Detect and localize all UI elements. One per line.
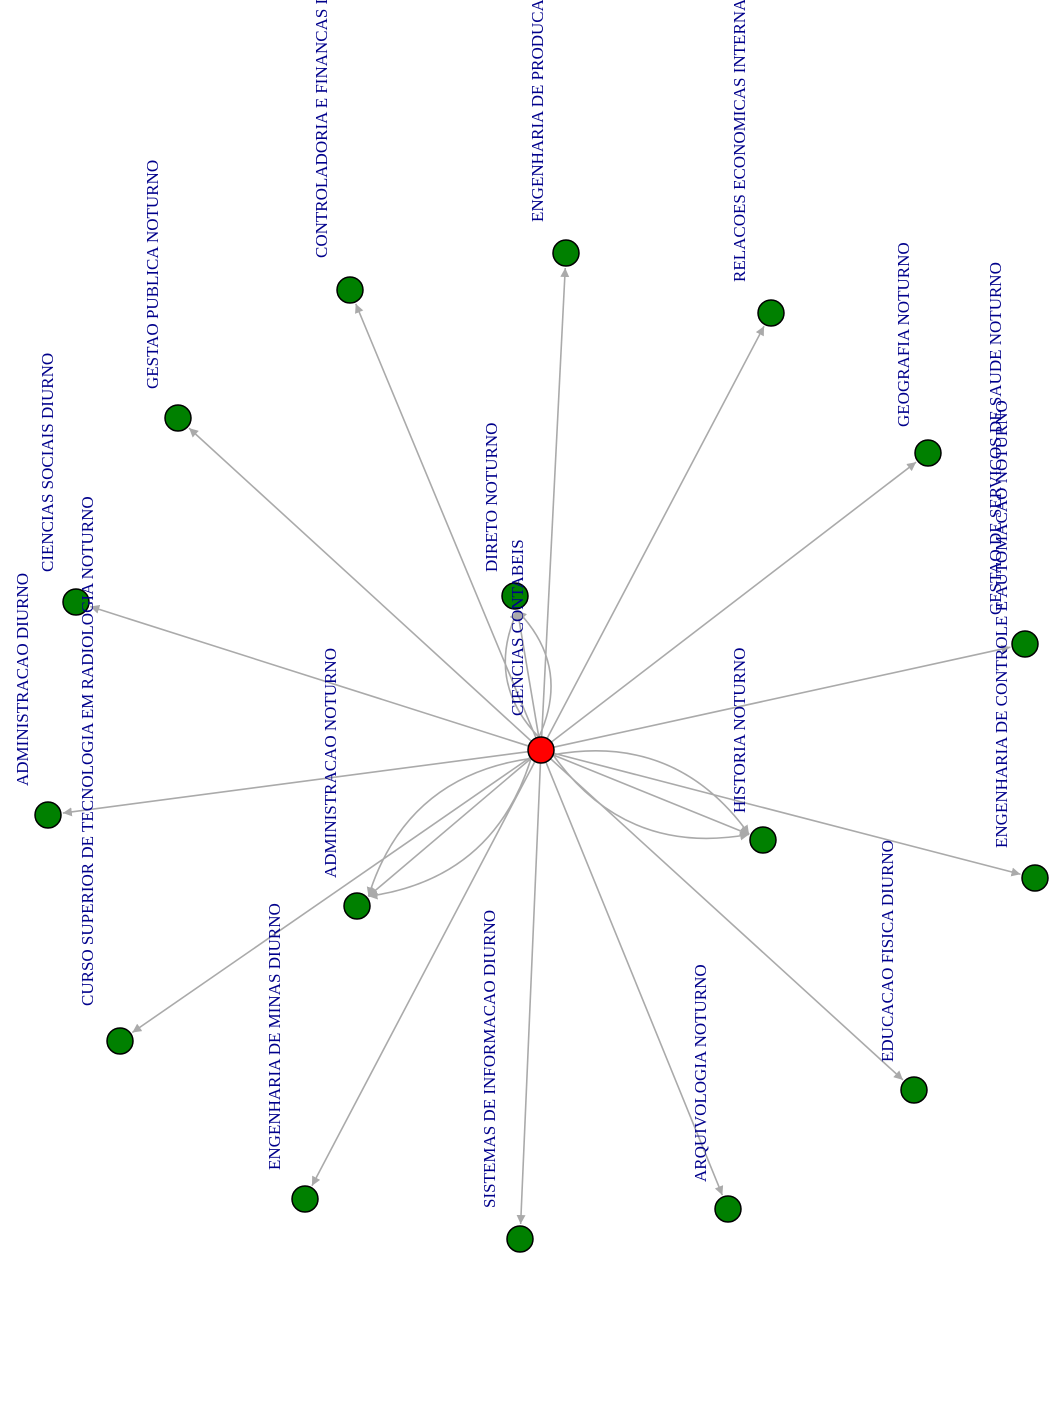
label-relec: RELACOES ECONOMICAS INTERNACIONAIS NOTUR… [730,0,749,282]
node-relec[interactable] [757,299,785,327]
edge-admn-2 [367,757,532,897]
node-center[interactable] [527,736,555,764]
labels-layer: DIRETO NOTURNO CONTROLADORIA E FINANCAS D… [13,0,1011,1208]
edge-contr [355,303,537,739]
edge-geo [550,461,917,743]
label-arq: ARQUIVOLOGIA NOTURNO [691,964,710,1182]
edge-arq [545,761,724,1196]
node-minas[interactable] [291,1185,319,1213]
nodes-layer [34,239,1049,1253]
node-gestpub[interactable] [164,404,192,432]
label-admd: ADMINISTRACAO DIURNO [13,573,32,786]
node-admn[interactable] [343,892,371,920]
node-engprod[interactable] [552,239,580,267]
node-radio[interactable] [106,1027,134,1055]
label-gss: GESTAO DE SERVICOS DE SAUDE NOTURNO [986,262,1005,615]
edge-direito-3 [516,610,552,738]
edge-direito-1 [504,610,540,738]
label-csoc: CIENCIAS SOCIAIS DIURNO [38,353,57,572]
node-direito[interactable] [501,582,529,610]
label-engprod: ENGENHARIA DE PRODUCAO DIURNO [528,0,547,222]
node-geo[interactable] [914,439,942,467]
edges-layer [62,267,1021,1225]
node-arq[interactable] [714,1195,742,1223]
label-edfis: EDUCACAO FISICA DIURNO [878,840,897,1062]
node-contr[interactable] [336,276,364,304]
label-contr: CONTROLADORIA E FINANCAS DIURNO [312,0,331,258]
edge-admn-1 [368,758,532,900]
edge-minas [311,761,536,1187]
node-engca[interactable] [1021,864,1049,892]
label-gestpub: GESTAO PUBLICA NOTURNO [143,160,162,389]
label-engca: ENGENHARIA DE CONTROLE E AUTOMACAO NOTUR… [992,400,1011,848]
edge-si [516,762,542,1225]
edge-radio [131,756,531,1034]
node-csoc[interactable] [62,588,90,616]
edge-engca [553,752,1021,877]
edge-relec [546,325,765,739]
edge-admd [62,750,529,817]
edge-edfis [550,758,904,1081]
edge-gestpub [188,427,532,742]
label-minas: ENGENHARIA DE MINAS DIURNO [265,903,284,1170]
edge-hist-1 [552,750,750,835]
edge-csoc [90,604,529,747]
node-si[interactable] [506,1225,534,1253]
label-admn: ADMINISTRACAO NOTURNO [321,648,340,878]
node-admd[interactable] [34,801,62,829]
edge-hist-2 [552,754,750,836]
label-direito: DIRETO NOTURNO [482,423,501,572]
label-center: CIENCIAS CONTABEIS [508,539,527,716]
node-edfis[interactable] [900,1076,928,1104]
label-si: SISTEMAS DE INFORMACAO DIURNO [480,910,499,1208]
edge-engprod [540,267,570,738]
node-hist[interactable] [749,826,777,854]
edge-gss [553,644,1011,749]
node-gss[interactable] [1011,630,1039,658]
edge-direito-2 [514,610,540,738]
label-hist: HISTORIA NOTURNO [730,648,749,813]
label-geo: GEOGRAFIA NOTURNO [894,242,913,427]
label-radio: CURSO SUPERIOR DE TECNOLOGIA EM RADIOLOG… [78,496,97,1006]
edge-admn-3 [366,757,532,897]
